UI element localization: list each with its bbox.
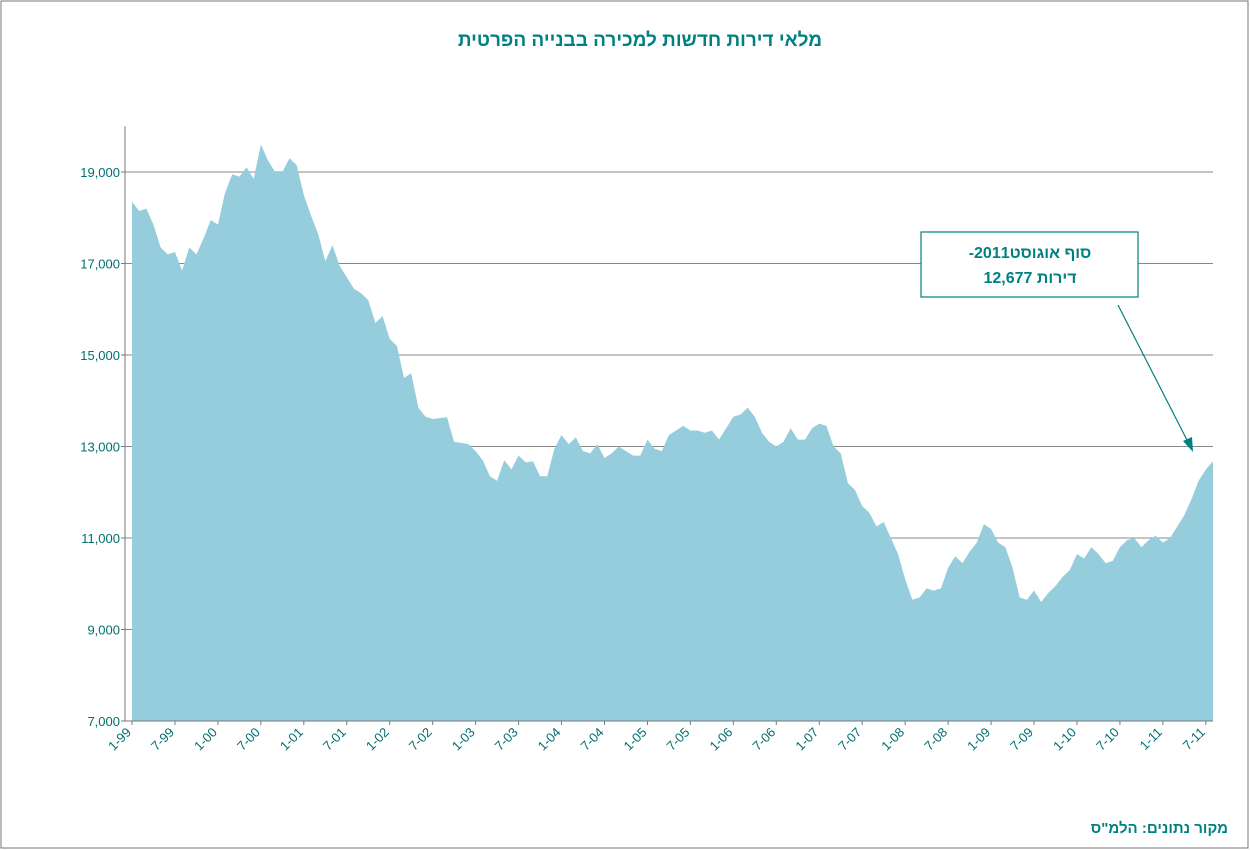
annotation-line: סוף אוגוסט2011-: [969, 245, 1092, 262]
annotation-line: 12,677 דירות: [983, 270, 1076, 287]
annotation-box: [920, 231, 1139, 298]
area: [132, 144, 1213, 722]
y-tick-label: 17,000: [80, 257, 120, 272]
y-tick-label: 7,000: [87, 714, 120, 729]
source: מקור נתונים: הלמ"ס: [1091, 820, 1228, 837]
y-tick-label: 11,000: [81, 531, 120, 546]
y-tick-label: 13,000: [80, 440, 120, 455]
y-tick-label: 9,000: [87, 623, 120, 638]
chart-title: מלאי דירות חדשות למכירה בבנייה הפרטית: [458, 30, 822, 51]
y-tick-label: 19,000: [80, 165, 120, 180]
y-tick-label: 15,000: [80, 348, 120, 363]
arrow-head: [1183, 437, 1193, 452]
annotation-arrow: [1117, 304, 1189, 443]
